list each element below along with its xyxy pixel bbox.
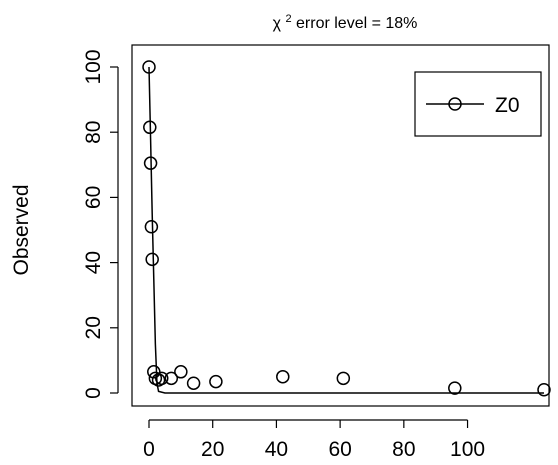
y-tick-label-4: 80 <box>82 121 105 144</box>
chart-title: χ 2 error level = 18% <box>273 13 418 32</box>
data-point-10 <box>174 365 188 379</box>
y-tick-label-5: 100 <box>82 49 105 84</box>
data-point-14 <box>336 371 351 386</box>
x-tick-label-0: 0 <box>143 438 155 461</box>
y-axis-label: Observed <box>10 184 33 275</box>
series-0-fit-line <box>148 66 544 394</box>
data-point-5 <box>147 365 161 379</box>
x-tick-label-5: 100 <box>450 438 485 461</box>
plot-frame <box>131 44 550 407</box>
y-tick-label-1: 20 <box>82 316 105 339</box>
data-point-4 <box>145 252 159 267</box>
y-axis: 0 20 40 60 80 100 <box>82 49 119 399</box>
y-tick-label-3: 60 <box>82 186 105 209</box>
x-axis: 0 20 40 60 80 100 <box>143 419 485 461</box>
data-point-3 <box>144 219 159 234</box>
data-point-11 <box>186 376 201 390</box>
data-point-0 <box>142 60 156 74</box>
data-point-2 <box>143 156 158 170</box>
x-tick-label-3: 60 <box>328 438 351 461</box>
data-point-8 <box>154 371 169 386</box>
data-point-12 <box>209 374 223 389</box>
x-tick-label-2: 40 <box>265 438 288 461</box>
chart-title-suffix: error level = 18% <box>296 15 417 32</box>
data-point-13 <box>276 369 290 384</box>
y-tick-label-2: 40 <box>82 251 105 274</box>
chart-title-prefix: χ <box>273 15 282 32</box>
y-tick-label-0: 0 <box>82 387 105 399</box>
data-point-16 <box>537 382 551 397</box>
data-point-1 <box>143 120 157 135</box>
legend-entry-z0: Z0 <box>495 94 520 117</box>
chart-title-superscript: 2 <box>285 13 291 25</box>
legend-marker-swatch <box>448 97 462 111</box>
legend: Z0 <box>414 71 542 137</box>
data-point-15 <box>448 381 462 395</box>
series-layer <box>142 60 551 397</box>
x-tick-label-1: 20 <box>201 438 224 461</box>
data-point-9 <box>164 371 179 386</box>
x-tick-label-4: 80 <box>392 438 415 461</box>
